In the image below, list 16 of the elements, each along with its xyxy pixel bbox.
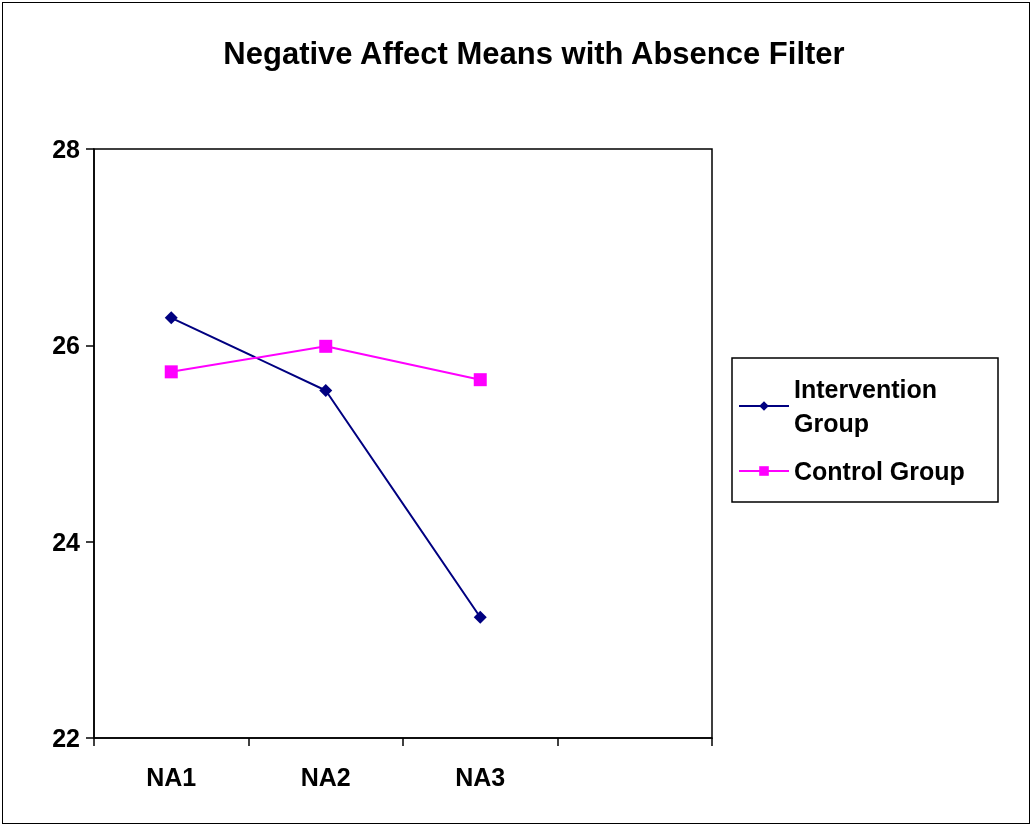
- y-tick-label: 28: [52, 135, 81, 163]
- x-tick-label: NA1: [146, 762, 197, 791]
- x-tick-label: NA2: [300, 762, 351, 791]
- y-tick-label: 26: [52, 331, 80, 360]
- point: [473, 610, 487, 624]
- point: [164, 365, 178, 379]
- point: [164, 311, 178, 325]
- point: [319, 339, 333, 353]
- legend-label: Control Group: [794, 457, 965, 485]
- x-tick-label: NA3: [455, 762, 506, 791]
- y-tick-label: 22: [52, 724, 80, 752]
- chart-title: Negative Affect Means with Absence Filter: [223, 36, 845, 71]
- point: [473, 373, 487, 387]
- legend-label: Intervention Group: [794, 375, 945, 437]
- point: [319, 383, 333, 397]
- y-tick-label: 24: [52, 527, 81, 556]
